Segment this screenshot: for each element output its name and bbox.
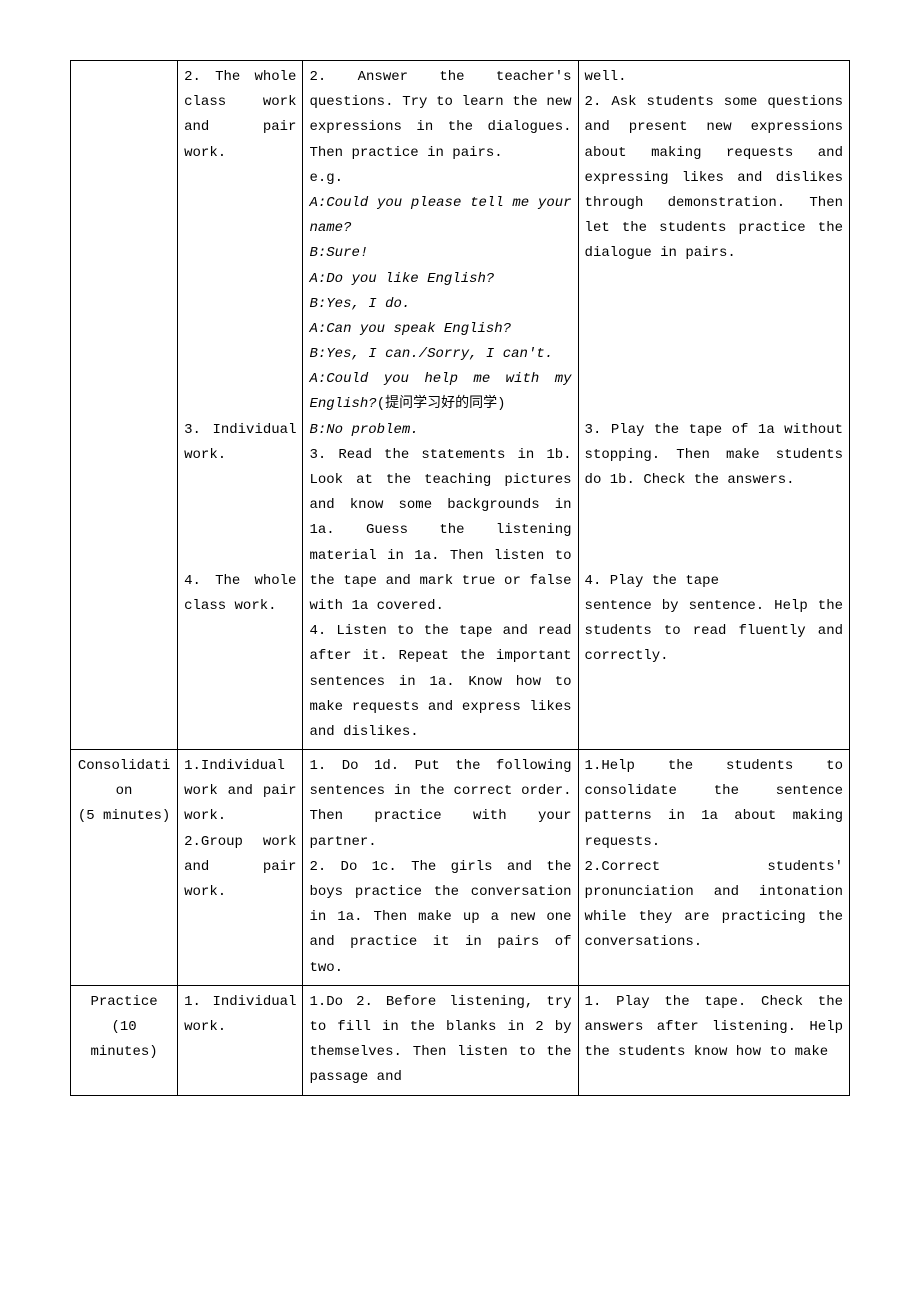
text: 1. Individual work. <box>184 990 296 1040</box>
stage-cell: Practice (10 minutes) <box>71 985 178 1095</box>
text: (5 minutes) <box>77 804 171 829</box>
text: 3. Read the statements in 1b. Look at th… <box>309 443 571 619</box>
lesson-plan-table: 2. The whole class work and pair work. 3… <box>70 60 850 1096</box>
dialogue-line: B:No problem. <box>309 418 571 443</box>
text: 1. Play the tape. Check the answers afte… <box>585 990 843 1066</box>
text: 3. Individual work. <box>184 418 296 468</box>
text: 4. Play the tape <box>585 569 843 594</box>
dialogue-line: A:Can you speak English? <box>309 317 571 342</box>
text: 2.Group work and pair work. <box>184 830 296 906</box>
pattern-cell: 1.Individual work and pair work. 2.Group… <box>178 750 303 986</box>
text: minutes) <box>77 1040 171 1065</box>
student-cell: 2. Answer the teacher's questions. Try t… <box>303 61 578 750</box>
text: well. <box>585 65 843 90</box>
dialogue-line: B:Yes, I can./Sorry, I can't. <box>309 342 571 367</box>
pattern-cell: 2. The whole class work and pair work. 3… <box>178 61 303 750</box>
text: on <box>77 779 171 804</box>
text: 1.Help the students to consolidate the s… <box>585 754 843 855</box>
teacher-cell: well. 2. Ask students some questions and… <box>578 61 849 750</box>
dialogue-line: B:Sure! <box>309 241 571 266</box>
text: 2. The whole class work and pair work. <box>184 65 296 166</box>
text: sentence by sentence. Help the students … <box>585 594 843 670</box>
text: 2. Answer the teacher's questions. Try t… <box>309 65 571 166</box>
dialogue-line: B:Yes, I do. <box>309 292 571 317</box>
table-row: Practice (10 minutes) 1. Individual work… <box>71 985 850 1095</box>
dialogue-line: A:Could you help me with my English?(提问学… <box>309 367 571 417</box>
text: 1.Do 2. Before listening, try to fill in… <box>309 990 571 1091</box>
text: Consolidati <box>77 754 171 779</box>
text: 2.Correct students' pronunciation and in… <box>585 855 843 956</box>
table-row: Consolidati on (5 minutes) 1.Individual … <box>71 750 850 986</box>
stage-cell: Consolidati on (5 minutes) <box>71 750 178 986</box>
table-row: 2. The whole class work and pair work. 3… <box>71 61 850 750</box>
text: 1. Do 1d. Put the following sentences in… <box>309 754 571 855</box>
text: 3. Play the tape of 1a without stopping.… <box>585 418 843 494</box>
student-cell: 1. Do 1d. Put the following sentences in… <box>303 750 578 986</box>
text: e.g. <box>309 166 571 191</box>
text: 2. Ask students some questions and prese… <box>585 90 843 266</box>
pattern-cell: 1. Individual work. <box>178 985 303 1095</box>
stage-cell <box>71 61 178 750</box>
text: (提问学习好的同学) <box>377 396 506 412</box>
dialogue-line: A:Do you like English? <box>309 267 571 292</box>
text: 4. Listen to the tape and read after it.… <box>309 619 571 745</box>
text: Practice <box>77 990 171 1015</box>
dialogue-line: A:Could you please tell me your name? <box>309 191 571 241</box>
text: 4. The whole class work. <box>184 569 296 619</box>
text: (10 <box>77 1015 171 1040</box>
text: 2. Do 1c. The girls and the boys practic… <box>309 855 571 981</box>
teacher-cell: 1. Play the tape. Check the answers afte… <box>578 985 849 1095</box>
teacher-cell: 1.Help the students to consolidate the s… <box>578 750 849 986</box>
text: 1.Individual work and pair work. <box>184 754 296 830</box>
student-cell: 1.Do 2. Before listening, try to fill in… <box>303 985 578 1095</box>
